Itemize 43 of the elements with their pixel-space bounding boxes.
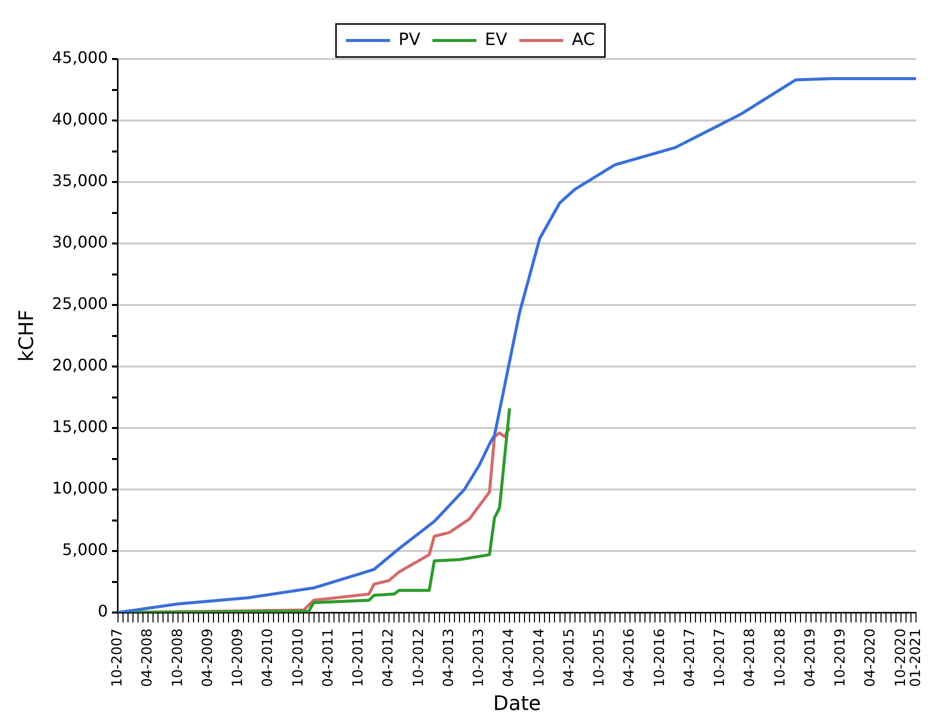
- x-tick-label: 10-2009: [230, 628, 246, 688]
- x-tick-label: 04-2017: [682, 628, 698, 688]
- x-axis-title: Date: [493, 691, 541, 716]
- x-tick-label: 10-2013: [471, 628, 488, 688]
- x-tick-label: 04-2011: [320, 628, 336, 688]
- x-tick-label: 01-2021: [908, 628, 924, 688]
- y-tick-label: 25,000: [52, 294, 108, 314]
- legend-label: PV: [398, 30, 421, 50]
- legend-label: EV: [484, 30, 508, 50]
- x-tick-label: 04-2010: [260, 628, 276, 688]
- x-tick-label: 04-2014: [501, 628, 518, 688]
- x-tick-label: 04-2009: [200, 628, 216, 688]
- x-tick-label: 10-2007: [110, 628, 126, 688]
- x-tick-label: 10-2019: [832, 628, 849, 688]
- x-tick-label: 04-2020: [862, 628, 879, 688]
- y-tick-label: 20,000: [52, 356, 108, 375]
- x-tick-label: 04-2015: [561, 628, 578, 688]
- x-tick-label: 04-2016: [622, 628, 638, 688]
- x-tick-label: 10-2012: [410, 628, 427, 688]
- x-tick-label: 10-2010: [290, 628, 306, 688]
- y-tick-label: 0: [98, 602, 108, 621]
- x-tick-label: 10-2017: [712, 628, 728, 688]
- y-tick-label: 30,000: [52, 232, 108, 252]
- x-tick-label: 10-2015: [592, 628, 608, 688]
- x-tick-label: 10-2016: [652, 628, 668, 688]
- x-tick-label: 04-2019: [802, 628, 818, 688]
- x-tick-label: 04-2008: [140, 628, 156, 688]
- y-tick-label: 5,000: [62, 540, 108, 560]
- y-tick-label: 45,000: [52, 48, 108, 68]
- x-tick-label: 10-2008: [170, 628, 186, 688]
- legend-label: AC: [572, 30, 595, 50]
- x-tick-label: 04-2018: [742, 628, 758, 688]
- y-tick-label: 40,000: [52, 110, 108, 129]
- y-axis-title: kCHF: [14, 310, 38, 362]
- x-tick-label: 10-2014: [531, 628, 548, 688]
- x-tick-label: 10-2011: [350, 628, 367, 688]
- x-tick-label: 10-2018: [772, 628, 788, 688]
- x-tick-label: 04-2012: [380, 628, 397, 688]
- y-tick-label: 15,000: [52, 417, 108, 436]
- x-tick-label: 10-2020: [892, 628, 909, 688]
- y-tick-label: 35,000: [52, 171, 108, 190]
- x-tick-label: 04-2013: [440, 628, 457, 688]
- y-tick-label: 10,000: [52, 478, 108, 498]
